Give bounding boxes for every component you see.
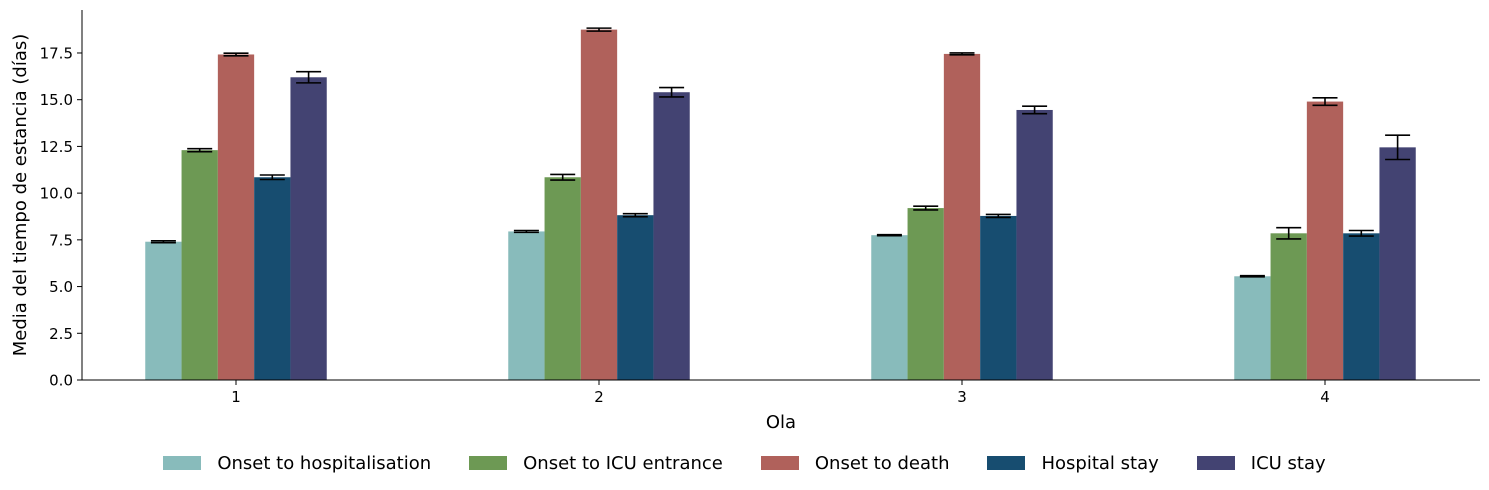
x-tick-label: 2 [594, 388, 604, 406]
bar [1016, 109, 1053, 381]
x-tick-label: 3 [957, 388, 967, 406]
bar [254, 177, 291, 380]
x-axis-title: Ola [766, 412, 796, 433]
bar [907, 208, 944, 380]
bar [145, 241, 182, 380]
bar [1379, 147, 1416, 380]
y-tick-label: 17.5 [40, 44, 73, 62]
y-tick-label: 0.0 [49, 372, 73, 390]
y-tick-label: 10.0 [40, 185, 73, 203]
x-tick-label: 1 [231, 388, 241, 406]
legend-swatch [469, 456, 508, 470]
y-axis-title: Media del tiempo de estancia (días) [10, 34, 31, 357]
error-bars-layer [150, 27, 1411, 278]
bar [1270, 233, 1307, 380]
y-tick-label: 7.5 [49, 231, 73, 249]
y-tick-label: 12.5 [40, 138, 73, 156]
legend-swatch [987, 456, 1026, 470]
legend-item: Onset to ICU entrance [469, 453, 723, 474]
y-tick-label: 15.0 [40, 91, 73, 109]
legend-item: Onset to death [760, 452, 950, 474]
bar [871, 235, 908, 380]
y-ticks: 0.0 2.5 5.0 7.5 10.0 12.5 15.0 17.5 [40, 44, 82, 390]
y-tick-label: 2.5 [49, 325, 73, 343]
bar [290, 77, 327, 380]
legend-label: Onset to hospitalisation [217, 452, 432, 474]
x-tick-label: 4 [1320, 388, 1330, 406]
legend-swatch [163, 456, 202, 470]
legend-swatch [760, 456, 799, 470]
bar [653, 92, 690, 380]
legend-label: Onset to death [814, 452, 950, 474]
bar [217, 54, 255, 381]
legend-label: ICU stay [1250, 452, 1326, 474]
bar [1343, 233, 1380, 380]
legend-label: Onset to ICU entrance [523, 452, 723, 474]
bar [980, 215, 1017, 380]
legend-item: Onset to hospitalisation [163, 453, 431, 474]
bar [617, 215, 654, 380]
x-ticks: 1 2 3 4 [231, 380, 1330, 406]
y-tick-label: 5.0 [49, 278, 73, 296]
chart-legend: Onset to hospitalisation Onset to ICU ent… [0, 448, 1489, 478]
bars-layer [145, 29, 1416, 381]
bar [544, 177, 581, 380]
bar [580, 29, 618, 380]
bar [508, 231, 545, 380]
legend-item: ICU stay [1196, 452, 1326, 474]
bar [181, 150, 218, 380]
legend-label: Hospital stay [1041, 452, 1159, 474]
legend-item: Hospital stay [987, 452, 1159, 474]
bar [1306, 101, 1344, 380]
bar [943, 53, 981, 380]
bar [1234, 276, 1271, 380]
legend-swatch [1196, 456, 1235, 470]
